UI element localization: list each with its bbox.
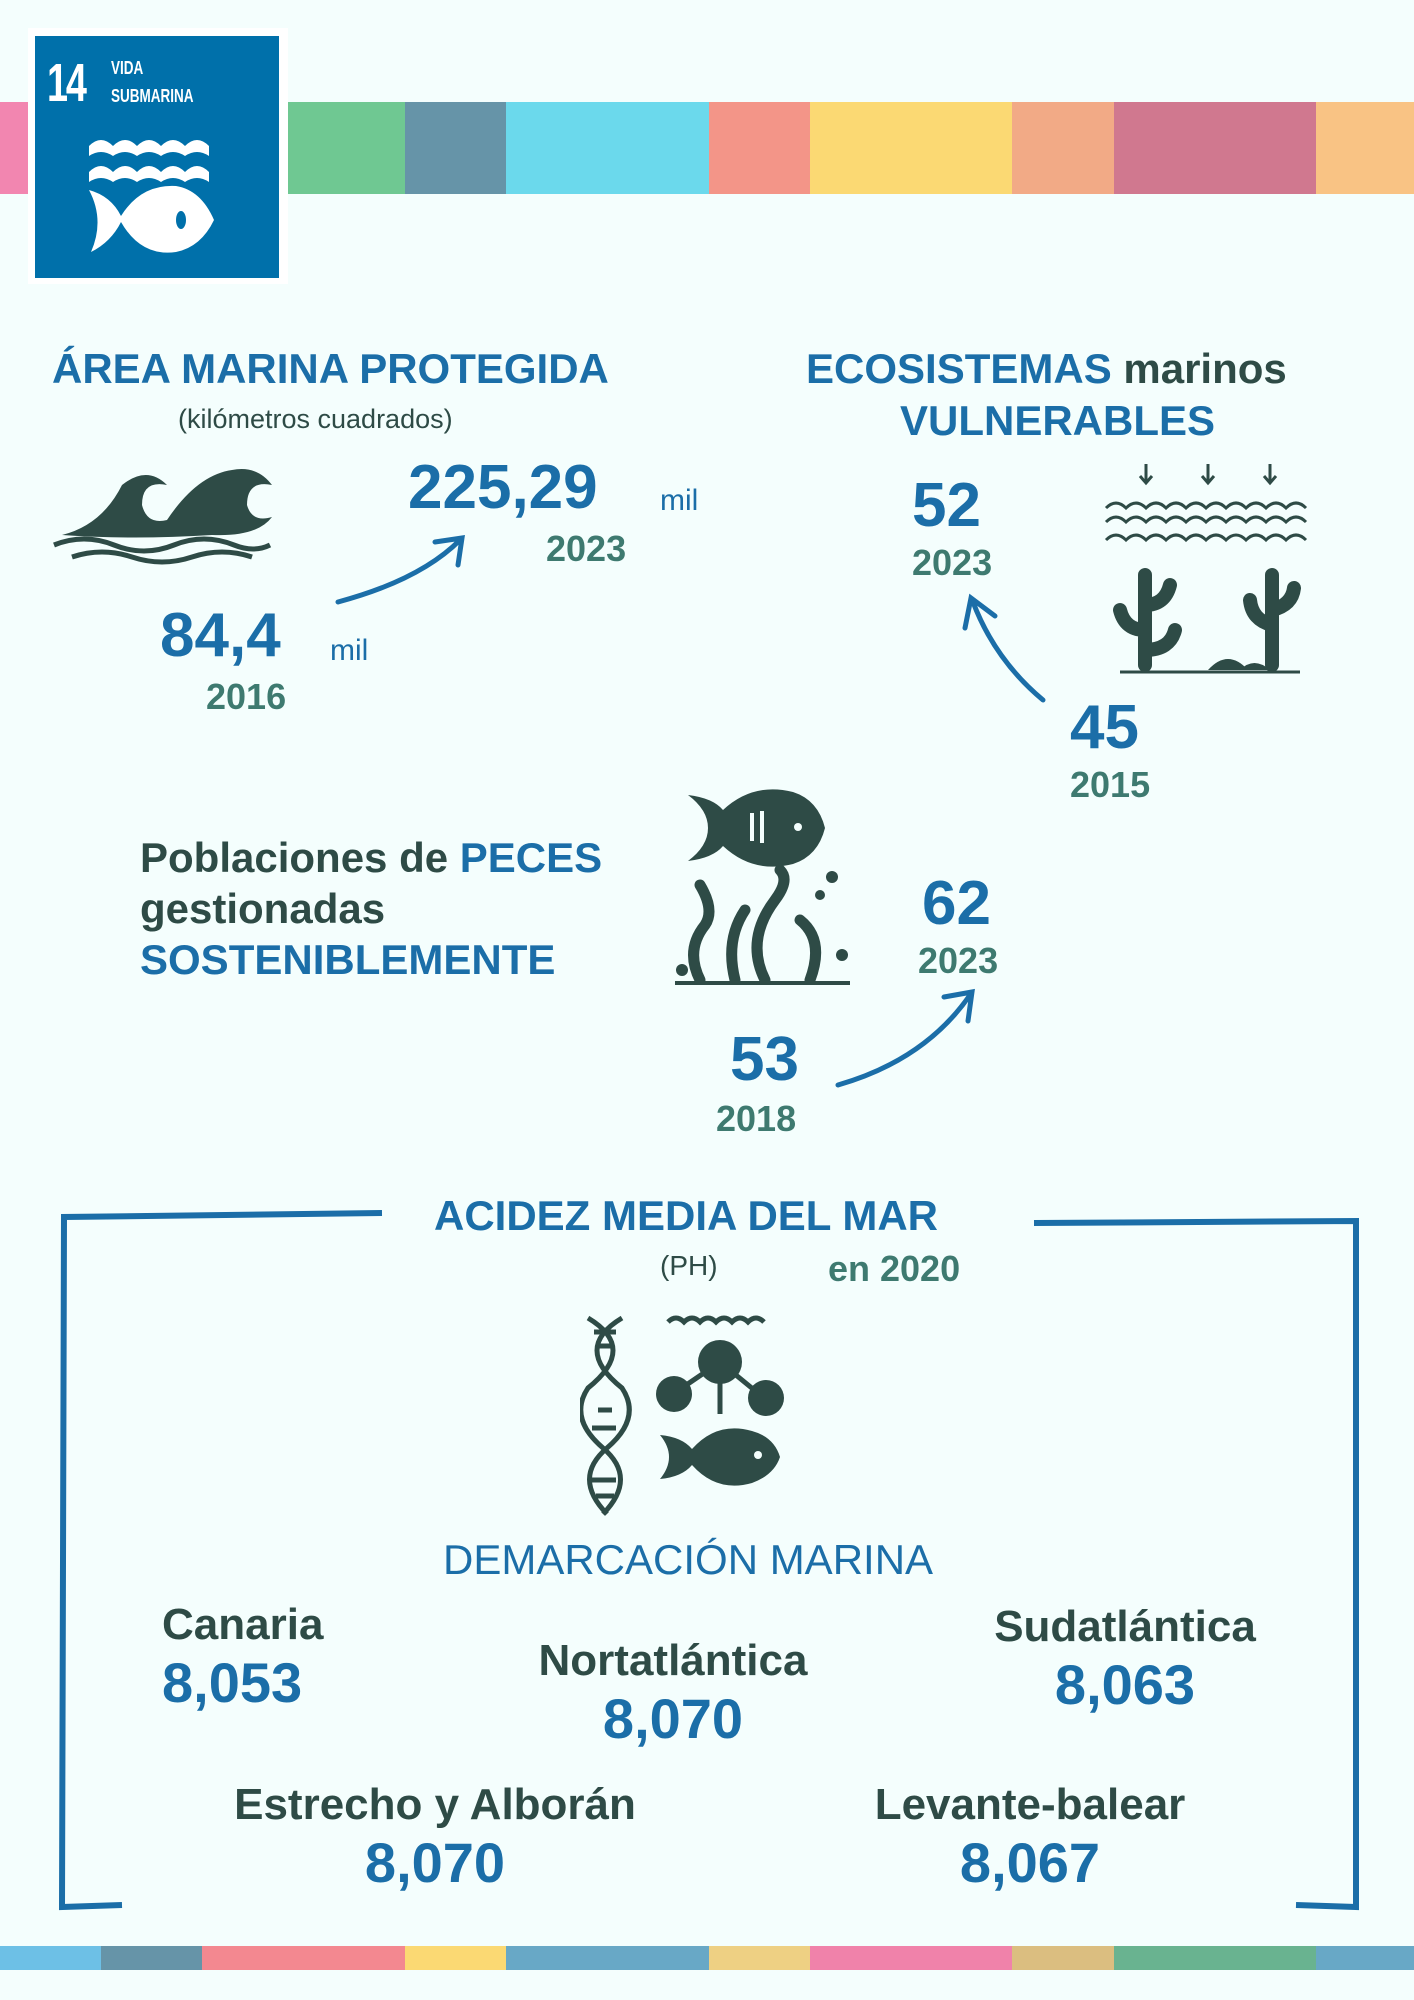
region-nortatlantica: Nortatlántica 8,070 <box>538 1636 808 1750</box>
area-subtitle: (kilómetros cuadrados) <box>178 404 453 434</box>
peces-end-year: 2023 <box>918 940 999 981</box>
ecosistemas-title-line2: VULNERABLES <box>900 397 1216 444</box>
region-estrecho-alboran: Estrecho y Alborán 8,070 <box>234 1780 636 1894</box>
area-end-unit: mil <box>660 484 699 517</box>
ecosistemas-title: ECOSISTEMAS marinos <box>806 345 1287 392</box>
peces-start-year: 2018 <box>716 1098 797 1139</box>
coral-icon <box>1104 464 1308 674</box>
top-color-bar <box>0 102 1414 194</box>
area-end-year: 2023 <box>546 528 627 569</box>
peces-end-value: 62 <box>922 869 991 938</box>
bottom-color-bar <box>0 1946 1414 1970</box>
area-start-value: 84,4 <box>160 601 281 670</box>
sdg14-logo: 14 VIDA SUBMARINA <box>28 28 288 284</box>
dna-molecule-fish-icon <box>580 1315 784 1516</box>
fish-seaweed-icon <box>675 789 850 985</box>
fish-waves-icon <box>89 140 214 253</box>
acidez-frame <box>58 1210 1359 1911</box>
region-canaria: Canaria 8,053 <box>162 1600 324 1714</box>
eco-end-value: 52 <box>912 471 981 540</box>
waves-icon <box>53 469 272 565</box>
peces-title: Poblaciones de PECES gestionadas SOSTENI… <box>140 834 603 983</box>
area-end-value: 225,29 <box>408 453 598 522</box>
arrow-up-icon <box>835 988 975 1088</box>
region-sudatlantica: Sudatlántica 8,063 <box>994 1602 1256 1716</box>
eco-end-year: 2023 <box>912 542 993 583</box>
area-title: ÁREA MARINA PROTEGIDA <box>52 345 609 392</box>
eco-start-value: 45 <box>1070 693 1139 762</box>
demarcacion-label: DEMARCACIÓN MARINA <box>443 1536 934 1583</box>
arrow-up-icon <box>335 535 465 605</box>
eco-start-year: 2015 <box>1070 764 1151 805</box>
area-start-unit: mil <box>330 634 369 667</box>
acidez-unit: (PH) <box>660 1250 718 1281</box>
arrow-up-icon <box>962 593 1046 703</box>
acidez-title: ACIDEZ MEDIA DEL MAR <box>434 1192 938 1239</box>
peces-start-value: 53 <box>730 1025 799 1094</box>
area-start-year: 2016 <box>206 676 287 717</box>
region-levante-balear: Levante-balear 8,067 <box>874 1780 1186 1894</box>
acidez-year: en 2020 <box>828 1248 961 1289</box>
